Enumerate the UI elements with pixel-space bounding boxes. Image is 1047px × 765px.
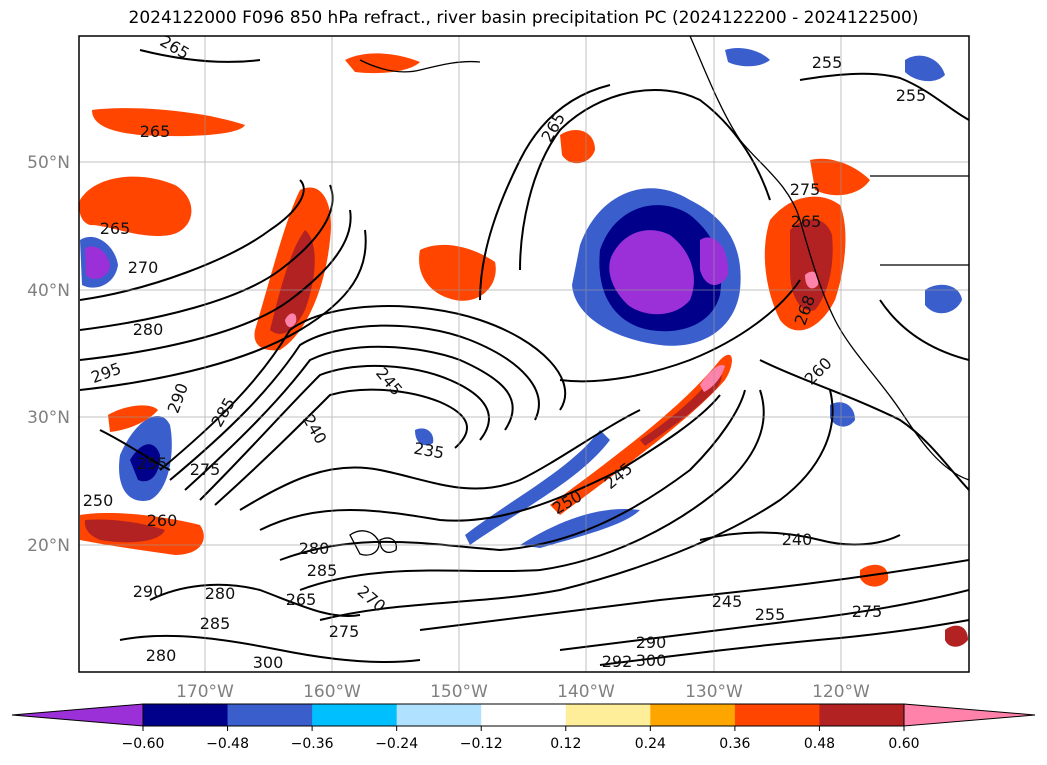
precip-shading bbox=[79, 48, 968, 647]
colorbar-tick-label: −0.24 bbox=[375, 736, 418, 752]
colorbar-tick-label: 0.24 bbox=[635, 736, 666, 752]
lat-label: 40°N bbox=[27, 281, 70, 301]
contour-label: 300 bbox=[253, 653, 284, 672]
colorbar-ticks: −0.60 −0.48 −0.36 −0.24 −0.12 0.12 0.24 0.36 0.4… bbox=[122, 726, 920, 752]
colorbar-segment bbox=[143, 704, 229, 726]
colorbar-arrow-min bbox=[11, 703, 144, 727]
contour-label: 245 bbox=[712, 592, 743, 611]
contour-label: 270 bbox=[128, 258, 159, 277]
lon-label: 140°W bbox=[557, 682, 615, 702]
contour-label: 240 bbox=[782, 530, 813, 549]
colorbar-segment bbox=[734, 704, 820, 726]
lon-label: 150°W bbox=[430, 682, 488, 702]
plot-area bbox=[79, 36, 969, 672]
contour-label: 255 bbox=[896, 86, 927, 105]
negative-anomaly-peak bbox=[609, 230, 694, 315]
contour-label: 280 bbox=[299, 539, 330, 558]
colorbar-tick-label: 0.12 bbox=[550, 736, 581, 752]
colorbar-segment bbox=[481, 704, 567, 726]
colorbar-tick-label: −0.60 bbox=[122, 736, 165, 752]
colorbar bbox=[11, 703, 1036, 727]
contour-label: 300 bbox=[636, 651, 667, 670]
contour-label: 275 bbox=[190, 460, 221, 479]
colorbar-arrow-max bbox=[903, 703, 1036, 727]
contour-label: 290 bbox=[133, 582, 164, 601]
contour-label: 255 bbox=[812, 53, 843, 72]
contour-label: 265 bbox=[286, 590, 317, 609]
lat-label: 20°N bbox=[27, 536, 70, 556]
contour-label: 265 bbox=[791, 212, 822, 231]
colorbar-tick-label: 0.48 bbox=[804, 736, 835, 752]
colorbar-segment bbox=[565, 704, 651, 726]
contour-label: 260 bbox=[147, 511, 178, 530]
contour-label: 275 bbox=[329, 622, 360, 641]
lon-label: 130°W bbox=[685, 682, 743, 702]
lat-label: 50°N bbox=[27, 153, 70, 173]
coastlines bbox=[349, 36, 969, 556]
colorbar-tick-label: −0.36 bbox=[291, 736, 334, 752]
contour-label: 292 bbox=[602, 652, 633, 671]
contour-label: 275 bbox=[852, 602, 883, 621]
colorbar-tick-label: −0.48 bbox=[206, 736, 249, 752]
map-title: 2024122000 F096 850 hPa refract., river … bbox=[128, 8, 919, 28]
latitude-labels: 50°N 40°N 30°N 20°N bbox=[27, 153, 70, 556]
refractivity-contours bbox=[79, 49, 969, 666]
lon-label: 160°W bbox=[303, 682, 361, 702]
contour-label: 255 bbox=[755, 605, 786, 624]
gridlines bbox=[79, 36, 969, 672]
lat-label: 30°N bbox=[27, 408, 70, 428]
contour-label: 285 bbox=[200, 614, 231, 633]
colorbar-segment bbox=[227, 704, 313, 726]
contour-label: 265 bbox=[140, 122, 171, 141]
contour-label: 250 bbox=[83, 491, 114, 510]
contour-label: 280 bbox=[205, 584, 236, 603]
colorbar-segment bbox=[396, 704, 482, 726]
contour-label: 275 bbox=[790, 180, 821, 199]
lon-label: 170°W bbox=[176, 682, 234, 702]
contour-label: 285 bbox=[307, 561, 338, 580]
plot-frame bbox=[78, 35, 970, 673]
colorbar-segment bbox=[312, 704, 398, 726]
contour-label: 290 bbox=[636, 633, 667, 652]
colorbar-segment bbox=[819, 704, 905, 726]
longitude-labels: 170°W 160°W 150°W 140°W 130°W 120°W bbox=[176, 682, 870, 702]
lon-label: 120°W bbox=[812, 682, 870, 702]
colorbar-segment bbox=[650, 704, 736, 726]
contour-label: 280 bbox=[133, 320, 164, 339]
contour-label: 265 bbox=[100, 219, 131, 238]
colorbar-tick-label: 0.60 bbox=[888, 736, 919, 752]
colorbar-frame bbox=[142, 703, 905, 727]
colorbar-tick-label: 0.36 bbox=[719, 736, 750, 752]
contour-label: 255 bbox=[137, 454, 168, 473]
contour-label: 280 bbox=[146, 646, 177, 665]
colorbar-tick-label: −0.12 bbox=[460, 736, 503, 752]
